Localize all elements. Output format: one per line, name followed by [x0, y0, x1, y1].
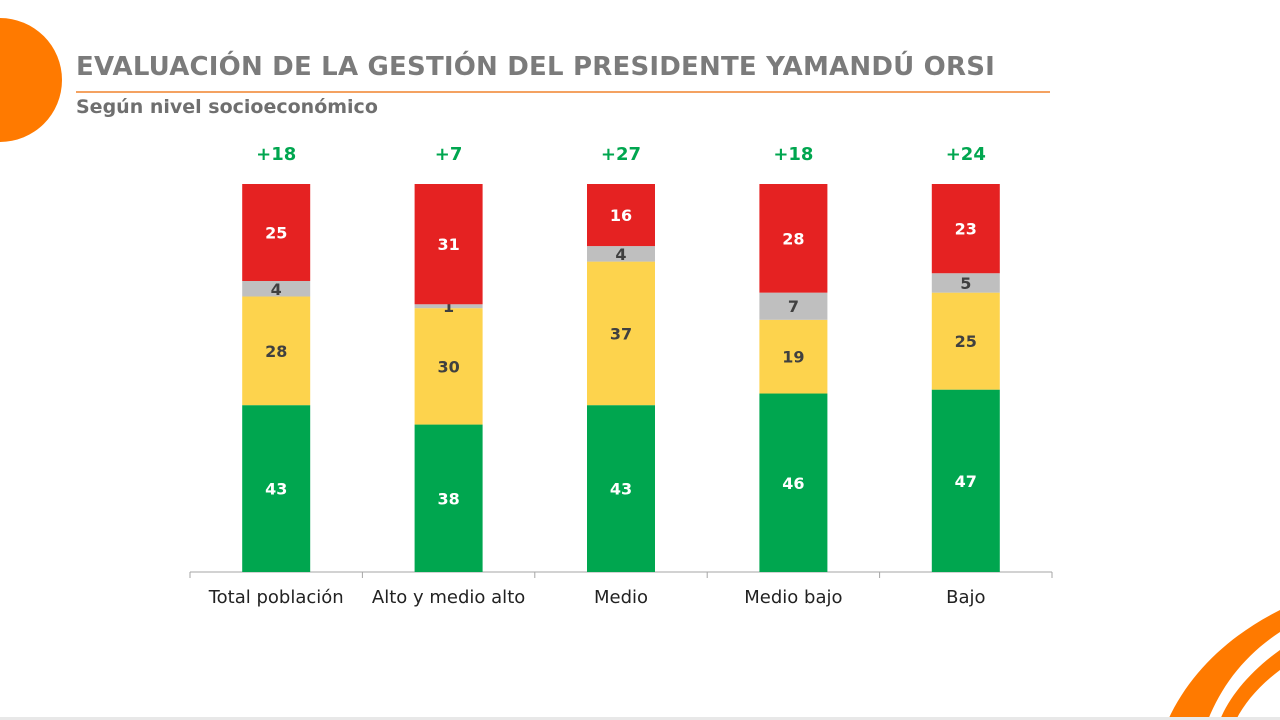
- bar-segment: [414, 304, 483, 309]
- bar-segment: [587, 405, 655, 572]
- x-tick-label: Total población: [208, 587, 344, 608]
- data-label: 46: [782, 474, 804, 493]
- data-label: 31: [437, 235, 459, 254]
- bar-segment: [414, 308, 483, 425]
- footer-line: [0, 717, 1280, 720]
- x-tick-label: Medio bajo: [744, 587, 842, 608]
- data-label: 4: [615, 245, 626, 264]
- data-label: 25: [955, 332, 977, 351]
- page-subtitle: Según nivel socioeconómico: [76, 96, 378, 118]
- data-label: 5: [960, 274, 971, 293]
- bar-segment: [414, 424, 483, 572]
- bar-segment: [759, 393, 828, 572]
- bar-segment: [414, 184, 483, 305]
- data-label: 25: [265, 224, 287, 243]
- bar-segment: [242, 405, 311, 572]
- x-tick-label: Medio: [594, 587, 648, 608]
- data-label: 23: [955, 220, 977, 239]
- data-label: 28: [782, 229, 804, 248]
- bar-segment: [587, 184, 655, 247]
- data-label: 1: [443, 297, 454, 316]
- net-score-label: +18: [256, 144, 296, 165]
- data-label: 19: [782, 348, 804, 367]
- bar-segment: [931, 273, 1000, 293]
- page-title: EVALUACIÓN DE LA GESTIÓN DEL PRESIDENTE …: [76, 52, 996, 82]
- title-divider: [76, 91, 1050, 93]
- data-label: 28: [265, 342, 287, 361]
- bar-segment: [587, 261, 655, 406]
- data-label: 7: [788, 297, 799, 316]
- data-label: 38: [437, 489, 459, 508]
- bar-segment: [587, 246, 655, 262]
- data-label: 43: [610, 480, 632, 499]
- data-label: 37: [610, 324, 632, 343]
- bar-segment: [242, 184, 311, 281]
- data-label: 4: [271, 280, 282, 299]
- bar-segment: [931, 292, 1000, 390]
- data-label: 30: [437, 357, 459, 376]
- data-label: 43: [265, 480, 287, 499]
- net-score-label: +27: [601, 144, 641, 165]
- bar-segment: [242, 281, 311, 297]
- bar-segment: [931, 389, 1000, 572]
- net-score-label: +7: [435, 144, 463, 165]
- data-label: 16: [610, 206, 632, 225]
- x-tick-label: Alto y medio alto: [372, 587, 525, 608]
- data-label: 47: [955, 472, 977, 491]
- bar-segment: [242, 296, 311, 406]
- net-score-label: +18: [773, 144, 813, 165]
- bar-segment: [759, 292, 828, 320]
- bar-segment: [759, 184, 828, 293]
- bar-segment: [931, 184, 1000, 274]
- bar-segment: [759, 319, 828, 394]
- net-score-label: +24: [946, 144, 986, 165]
- orange-swoosh-decoration: [1168, 610, 1280, 720]
- x-tick-label: Bajo: [946, 587, 985, 608]
